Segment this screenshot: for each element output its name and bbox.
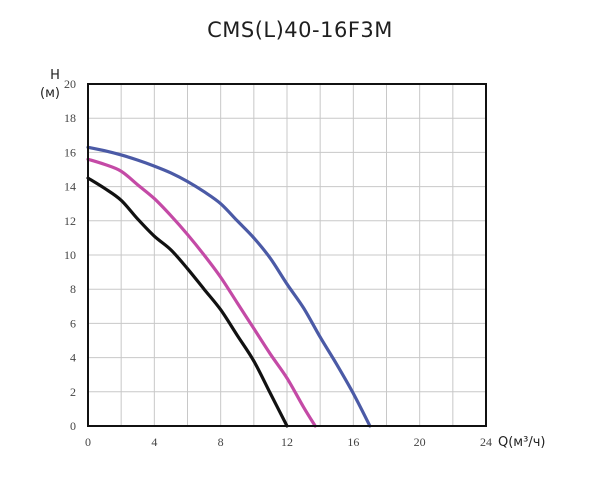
y-tick-label: 18 [64, 111, 76, 125]
y-axis-label-h: H [50, 68, 60, 83]
x-tick-label: 12 [281, 435, 293, 449]
y-tick-label: 8 [70, 282, 76, 296]
grid-lines [88, 84, 486, 426]
y-tick-label: 20 [64, 77, 76, 91]
y-tick-label: 4 [70, 351, 76, 365]
series-curves [86, 145, 372, 428]
x-tick-label: 0 [85, 435, 91, 449]
x-tick-label: 20 [414, 435, 426, 449]
y-tick-label: 6 [70, 316, 76, 330]
series-line-3 [86, 176, 289, 428]
y-tick-labels: 0 2 4 6 8 10 12 14 16 18 20 [64, 77, 76, 433]
plot-frame [87, 83, 487, 427]
y-tick-label: 12 [64, 214, 76, 228]
y-tick-label: 10 [64, 248, 76, 262]
x-tick-label: 24 [480, 435, 492, 449]
series-line-2 [86, 157, 317, 428]
x-tick-labels: 0 4 8 12 16 20 24 [85, 435, 492, 449]
y-tick-label: 0 [70, 419, 76, 433]
x-tick-label: 4 [151, 435, 157, 449]
chart-title: CMS(L)40-16F3M [207, 18, 393, 42]
y-tick-label: 2 [70, 385, 76, 399]
x-tick-label: 16 [347, 435, 359, 449]
y-tick-label: 14 [64, 180, 76, 194]
y-tick-label: 16 [64, 145, 76, 159]
y-axis-label-unit: (м) [40, 86, 60, 101]
series-line-1 [86, 145, 372, 428]
x-tick-label: 8 [218, 435, 224, 449]
x-axis-label: Q(м³/ч) [498, 435, 545, 450]
